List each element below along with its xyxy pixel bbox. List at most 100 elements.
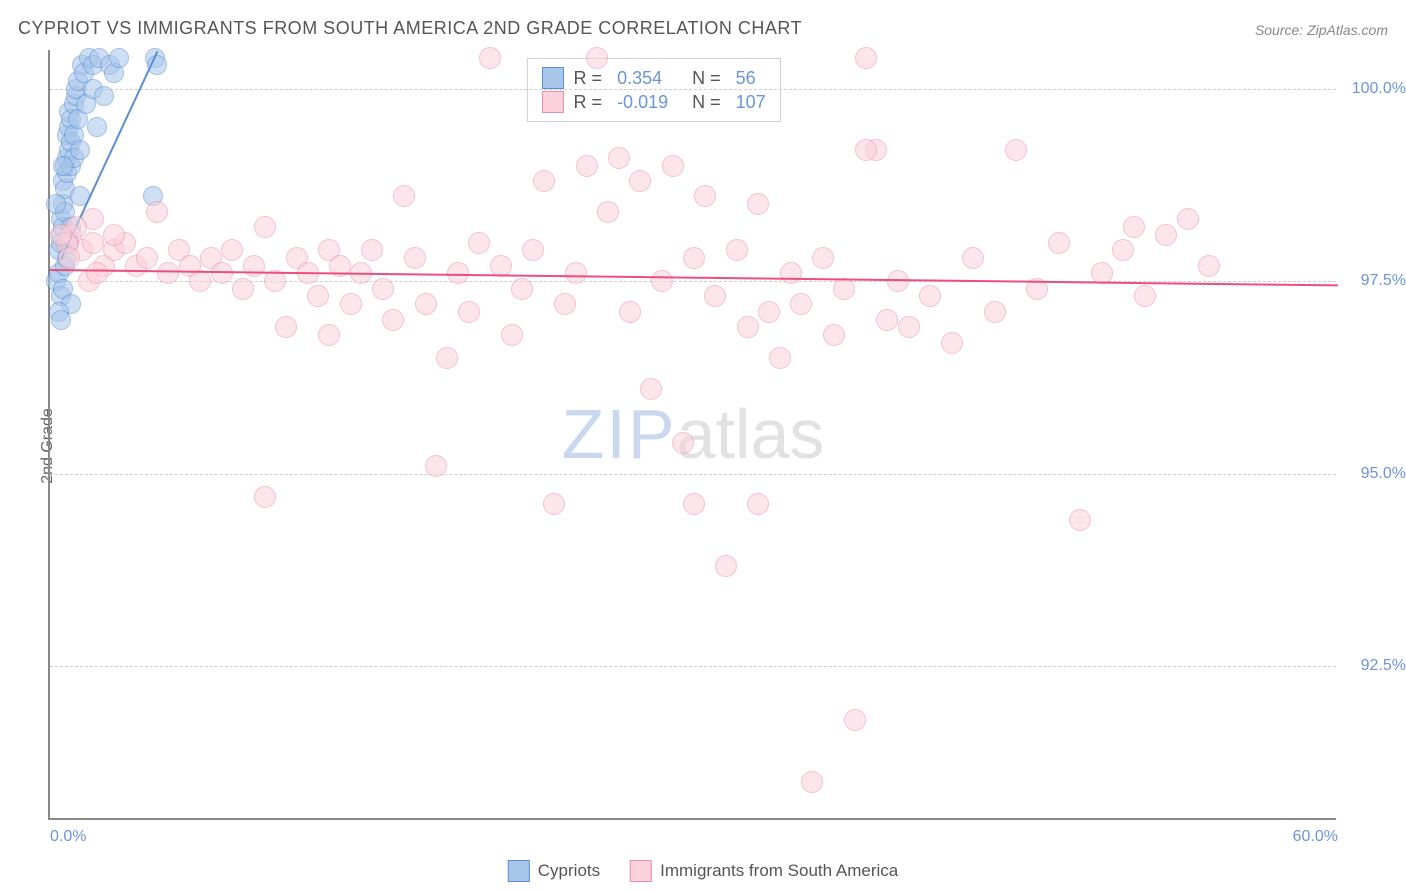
legend-swatch xyxy=(542,67,564,89)
data-point xyxy=(522,239,544,261)
data-point xyxy=(479,47,501,69)
chart-title: CYPRIOT VS IMMIGRANTS FROM SOUTH AMERICA… xyxy=(18,18,802,39)
data-point xyxy=(780,262,802,284)
legend-item: Cypriots xyxy=(508,860,600,882)
data-point xyxy=(833,278,855,300)
data-point xyxy=(146,201,168,223)
watermark: ZIPatlas xyxy=(562,394,825,474)
legend-item: Immigrants from South America xyxy=(630,860,898,882)
data-point xyxy=(275,316,297,338)
data-point xyxy=(1069,509,1091,531)
legend-label: Immigrants from South America xyxy=(660,861,898,881)
data-point xyxy=(157,262,179,284)
data-point xyxy=(70,140,90,160)
data-point xyxy=(801,771,823,793)
data-point xyxy=(1112,239,1134,261)
data-point xyxy=(307,285,329,307)
y-tick-label: 97.5% xyxy=(1361,272,1406,290)
legend-row: R = -0.019 N = 107 xyxy=(542,91,766,113)
gridline-h xyxy=(50,89,1336,90)
legend-r-label: R = xyxy=(574,92,608,113)
data-point xyxy=(919,285,941,307)
x-tick-label: 0.0% xyxy=(50,828,86,846)
data-point xyxy=(586,47,608,69)
source-attribution: Source: ZipAtlas.com xyxy=(1255,22,1388,38)
data-point xyxy=(683,247,705,269)
scatter-plot-area: ZIPatlas R = 0.354 N = 56R = -0.019 N = … xyxy=(48,50,1336,820)
data-point xyxy=(1005,139,1027,161)
data-point xyxy=(86,262,108,284)
legend-r-value: 0.354 xyxy=(617,68,677,89)
data-point xyxy=(855,47,877,69)
data-point xyxy=(361,239,383,261)
data-point xyxy=(1177,208,1199,230)
data-point xyxy=(758,301,780,323)
data-point xyxy=(651,270,673,292)
data-point xyxy=(533,170,555,192)
data-point xyxy=(232,278,254,300)
data-point xyxy=(415,293,437,315)
data-point xyxy=(554,293,576,315)
data-point xyxy=(747,193,769,215)
data-point xyxy=(490,255,512,277)
data-point xyxy=(747,493,769,515)
x-tick-label: 60.0% xyxy=(1293,828,1338,846)
data-point xyxy=(254,216,276,238)
data-point xyxy=(855,139,877,161)
data-point xyxy=(608,147,630,169)
watermark-part1: ZIP xyxy=(562,395,677,473)
legend-n-label: N = xyxy=(687,92,726,113)
data-point xyxy=(221,239,243,261)
data-point xyxy=(501,324,523,346)
data-point xyxy=(704,285,726,307)
legend-n-label: N = xyxy=(687,68,726,89)
data-point xyxy=(109,48,129,68)
data-point xyxy=(812,247,834,269)
legend-swatch xyxy=(542,91,564,113)
data-point xyxy=(254,486,276,508)
data-point xyxy=(662,155,684,177)
data-point xyxy=(629,170,651,192)
legend-row: R = 0.354 N = 56 xyxy=(542,67,766,89)
data-point xyxy=(543,493,565,515)
legend-r-label: R = xyxy=(574,68,608,89)
data-point xyxy=(511,278,533,300)
data-point xyxy=(382,309,404,331)
data-point xyxy=(1155,224,1177,246)
data-point xyxy=(211,262,233,284)
data-point xyxy=(1048,232,1070,254)
data-point xyxy=(136,247,158,269)
data-point xyxy=(694,185,716,207)
data-point xyxy=(640,378,662,400)
legend-n-value: 56 xyxy=(736,68,756,89)
data-point xyxy=(87,117,107,137)
data-point xyxy=(941,332,963,354)
correlation-legend: R = 0.354 N = 56R = -0.019 N = 107 xyxy=(527,58,781,122)
data-point xyxy=(46,194,66,214)
data-point xyxy=(1198,255,1220,277)
data-point xyxy=(715,555,737,577)
data-point xyxy=(844,709,866,731)
data-point xyxy=(619,301,641,323)
data-point xyxy=(790,293,812,315)
data-point xyxy=(984,301,1006,323)
data-point xyxy=(962,247,984,269)
data-point xyxy=(1134,285,1156,307)
data-point xyxy=(737,316,759,338)
legend-swatch xyxy=(508,860,530,882)
data-point xyxy=(53,156,73,176)
gridline-h xyxy=(50,474,1336,475)
y-tick-label: 92.5% xyxy=(1361,657,1406,675)
data-point xyxy=(318,324,340,346)
gridline-h xyxy=(50,666,1336,667)
data-point xyxy=(458,301,480,323)
data-point xyxy=(1123,216,1145,238)
series-legend: Cypriots Immigrants from South America xyxy=(508,860,898,882)
data-point xyxy=(103,224,125,246)
data-point xyxy=(597,201,619,223)
watermark-part2: atlas xyxy=(677,395,825,473)
legend-n-value: 107 xyxy=(736,92,766,113)
data-point xyxy=(683,493,705,515)
data-point xyxy=(425,455,447,477)
data-point xyxy=(58,247,80,269)
